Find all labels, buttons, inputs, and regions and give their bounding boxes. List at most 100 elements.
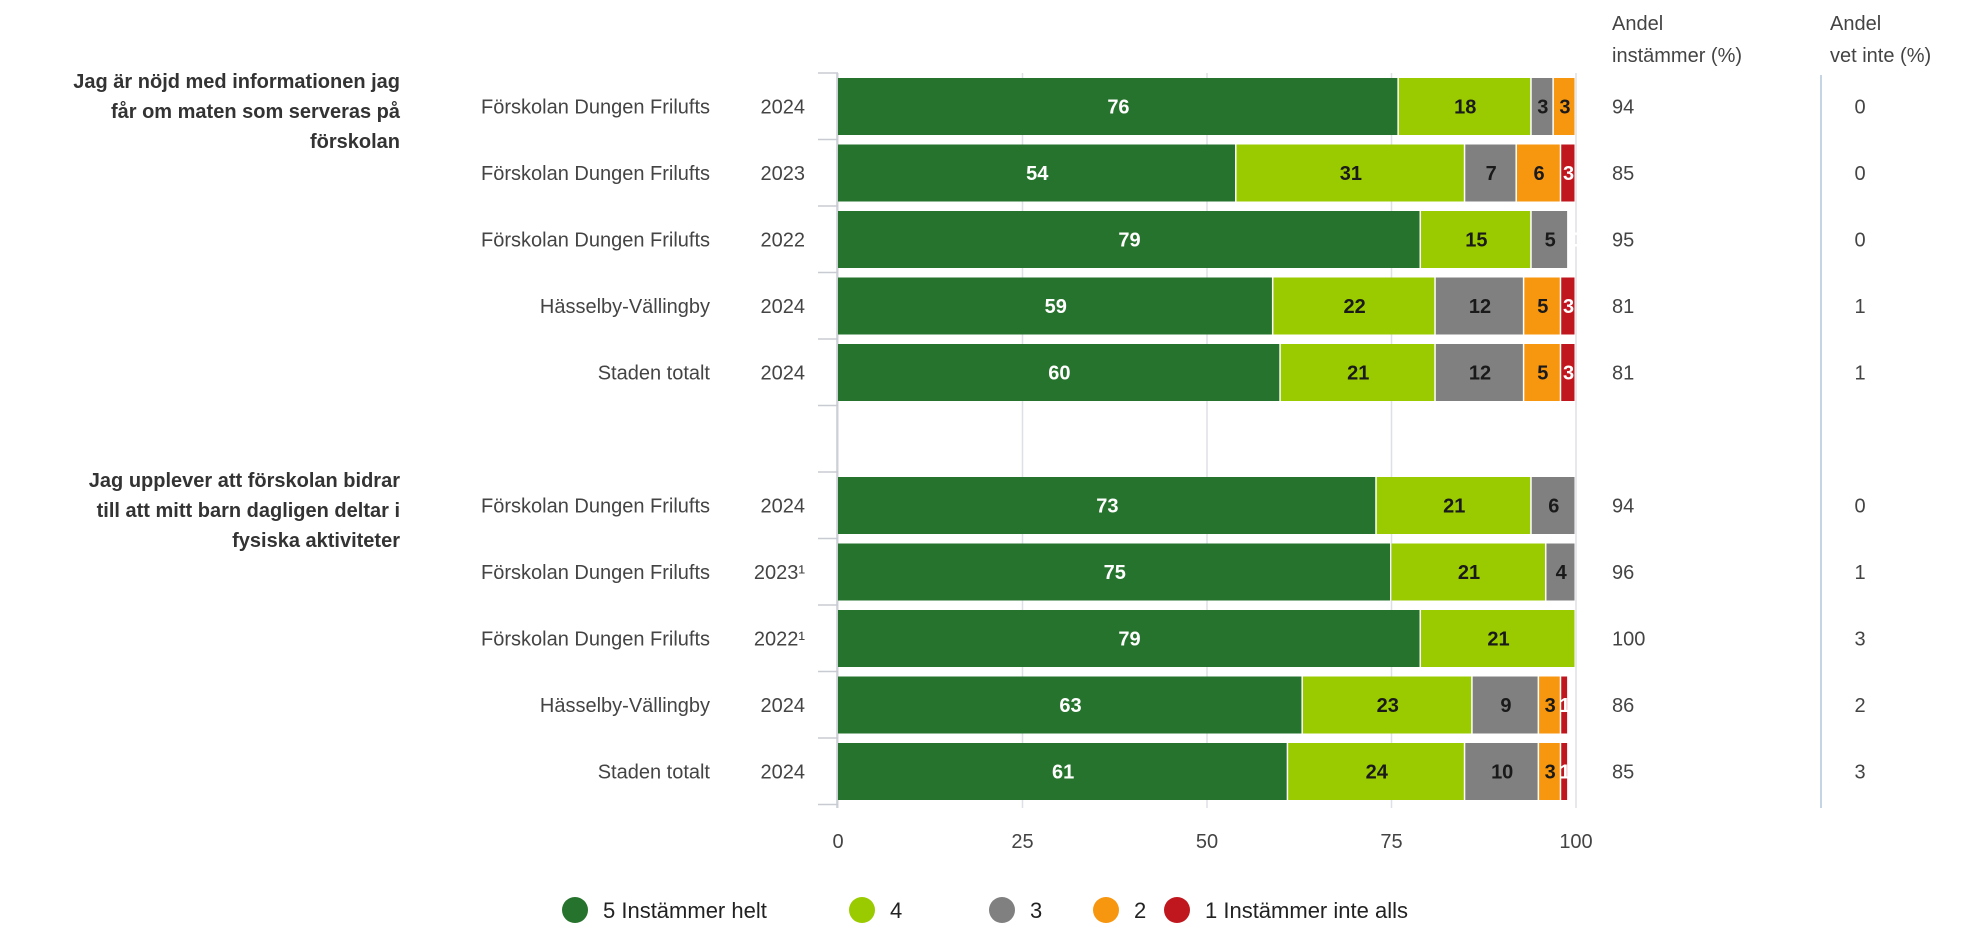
dontknow-value: 3 [1854,629,1865,651]
bar-segment [1391,543,1545,601]
agree-value: 100 [1612,629,1645,651]
category-label: Förskolan Dungen Frilufts [481,562,710,584]
bar-value-label: 3 [1563,163,1574,185]
bar-value-label: 10 [1491,762,1513,784]
agree-value: 94 [1612,496,1634,518]
bar-value-label: 23 [1377,695,1399,717]
bar-value-label: 73 [1096,496,1118,518]
bar-segment [838,610,1420,667]
legend-swatch [989,897,1015,923]
x-tick-label: 0 [832,831,843,853]
bar-value-label: 63 [1059,695,1081,717]
legend-label: 2 [1134,898,1146,923]
legend-label: 4 [890,898,902,923]
year-label: 2024 [761,695,806,717]
bar-value-label: 7 [1486,163,1497,185]
category-label: Hässelby-Vällingby [540,695,710,717]
dontknow-value: 1 [1854,363,1865,385]
bar-segment [1539,743,1560,800]
bar-value-label: 0 [1578,496,1589,518]
row-labels: Jag är nöjd med informationen jag får om … [73,71,805,784]
question-label: till att mitt barn dagligen deltar i [97,500,400,522]
category-label: Förskolan Dungen Frilufts [481,97,710,119]
bar-value-label: 0 [1578,629,1589,651]
dontknow-header-line2: vet inte (%) [1830,45,1931,67]
bar-segment [1516,144,1560,202]
question-label: får om maten som serveras på [111,100,401,123]
bar-segment [1531,78,1553,135]
bar-segment [1561,676,1568,734]
agree-header-line2: instämmer (%) [1612,45,1742,67]
agree-value: 86 [1612,695,1634,717]
bar-value-label: 54 [1026,163,1049,185]
bar-segment [1398,78,1531,135]
legend-label: 1 Instämmer inte alls [1205,898,1408,923]
bar-value-label: 0 [1571,230,1582,252]
bar-segment [1531,477,1575,534]
question-label: Jag är nöjd med informationen jag [73,71,400,93]
bar-value-label: 5 [1545,230,1556,252]
bar-value-label: 79 [1118,629,1140,651]
dontknow-value: 2 [1854,695,1865,717]
bar-value-label: 0 [1578,629,1589,651]
dontknow-header-line1: Andel [1830,13,1881,35]
bar-value-label: 5 [1537,296,1548,318]
legend-swatch [1164,897,1190,923]
bar-value-label: 21 [1458,562,1480,584]
bar-value-label: 3 [1563,363,1574,385]
bar-value-label: 5 [1537,363,1548,385]
bar-segment [1531,211,1568,268]
bar-value-label: 1 [1559,762,1570,784]
category-label: Staden totalt [598,363,711,385]
bar-value-label: 3 [1545,762,1556,784]
x-tick-label: 75 [1380,831,1402,853]
bar-segment [1465,144,1516,202]
dontknow-value: 1 [1854,562,1865,584]
bar-value-label: 18 [1454,97,1476,119]
agree-value: 81 [1612,363,1634,385]
agree-value: 96 [1612,562,1634,584]
year-label: 2024 [761,296,806,318]
bar-segment [838,743,1287,800]
bar-segment [838,144,1236,202]
bar-segment [838,344,1280,401]
bar-value-label: 3 [1545,695,1556,717]
bar-value-label: 3 [1537,97,1548,119]
bar-value-label: 6 [1548,496,1559,518]
bar-value-label: 0 [1578,97,1589,119]
bar-value-label: 0 [1578,562,1589,584]
bar-segment [1421,610,1575,667]
bar-segment [1435,277,1523,335]
bar-value-label: 12 [1469,296,1491,318]
year-label: 2022¹ [754,629,805,651]
bar-segment [838,211,1420,268]
bar-segment [1524,344,1560,401]
bar-value-label: 75 [1104,562,1126,584]
bar-value-label: 76 [1107,97,1129,119]
dontknow-value: 0 [1854,97,1865,119]
year-label: 2022 [761,230,806,252]
bar-value-label: 1 [1559,695,1570,717]
legend-swatch [1093,897,1119,923]
bar-segment [1561,344,1575,401]
bar-value-label: 9 [1500,695,1511,717]
bar-segment [1421,211,1531,268]
bar-value-label: 21 [1443,496,1465,518]
bar-value-label: 0 [1578,562,1589,584]
bar-segment [838,477,1376,534]
legend-swatch [849,897,875,923]
bar-value-label: 61 [1052,762,1074,784]
bar-value-label: 60 [1048,363,1070,385]
bar-segment [1553,78,1575,135]
bar-segment [1435,344,1523,401]
bar-segment [1236,144,1464,202]
year-label: 2024 [761,762,806,784]
dontknow-value: 0 [1854,496,1865,518]
bar-value-label: 0 [1578,496,1589,518]
year-label: 2024 [761,363,806,385]
bar-segment [838,277,1272,335]
category-label: Förskolan Dungen Frilufts [481,163,710,185]
agree-value: 85 [1612,762,1634,784]
question-label: Jag upplever att förskolan bidrar [89,470,400,492]
